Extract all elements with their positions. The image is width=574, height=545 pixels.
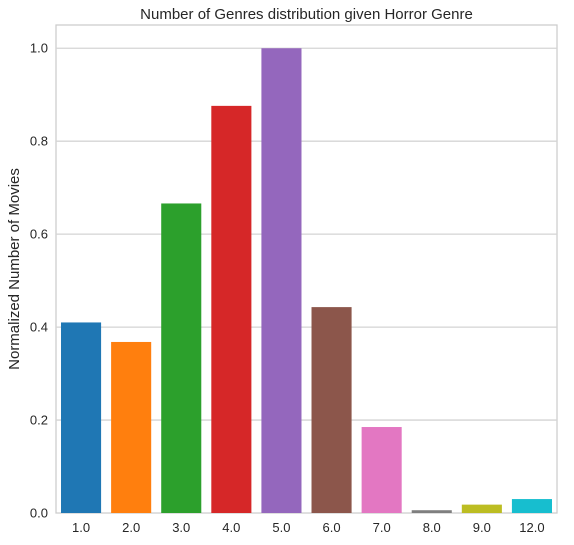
bar-3-0 [161,203,202,513]
bar-7-0 [361,427,402,513]
x-tick-label: 2.0 [122,520,140,535]
bar-1-0 [61,322,102,513]
bars [61,48,552,514]
bar-8-0 [411,510,452,513]
chart-title: Number of Genres distribution given Horr… [140,6,473,23]
x-tick-label: 12.0 [519,520,544,535]
bar-4-0 [211,105,252,514]
x-tick-label: 7.0 [373,520,391,535]
bar-2-0 [111,341,152,513]
x-tick-label: 9.0 [473,520,491,535]
y-axis-label: Normalized Number of Movies [6,168,23,370]
x-tick-label: 3.0 [172,520,190,535]
x-tick-label: 5.0 [272,520,290,535]
x-tick-label: 4.0 [222,520,240,535]
y-tick-label: 0.6 [30,227,48,242]
y-tick-labels: 0.0 0.2 0.4 0.6 0.8 1.0 [30,41,48,521]
bar-5-0 [261,48,302,513]
x-tick-labels: 1.0 2.0 3.0 4.0 5.0 6.0 7.0 8.0 9.0 12.0 [72,520,545,535]
y-tick-label: 0.2 [30,413,48,428]
y-tick-label: 0.8 [30,134,48,149]
x-tick-label: 1.0 [72,520,90,535]
x-tick-label: 8.0 [423,520,441,535]
y-tick-label: 1.0 [30,41,48,56]
bar-6-0 [311,307,352,513]
y-tick-label: 0.4 [30,320,48,335]
bar-12-0 [511,499,552,513]
x-tick-label: 6.0 [323,520,341,535]
y-tick-label: 0.0 [30,506,48,521]
bar-9-0 [461,504,502,513]
